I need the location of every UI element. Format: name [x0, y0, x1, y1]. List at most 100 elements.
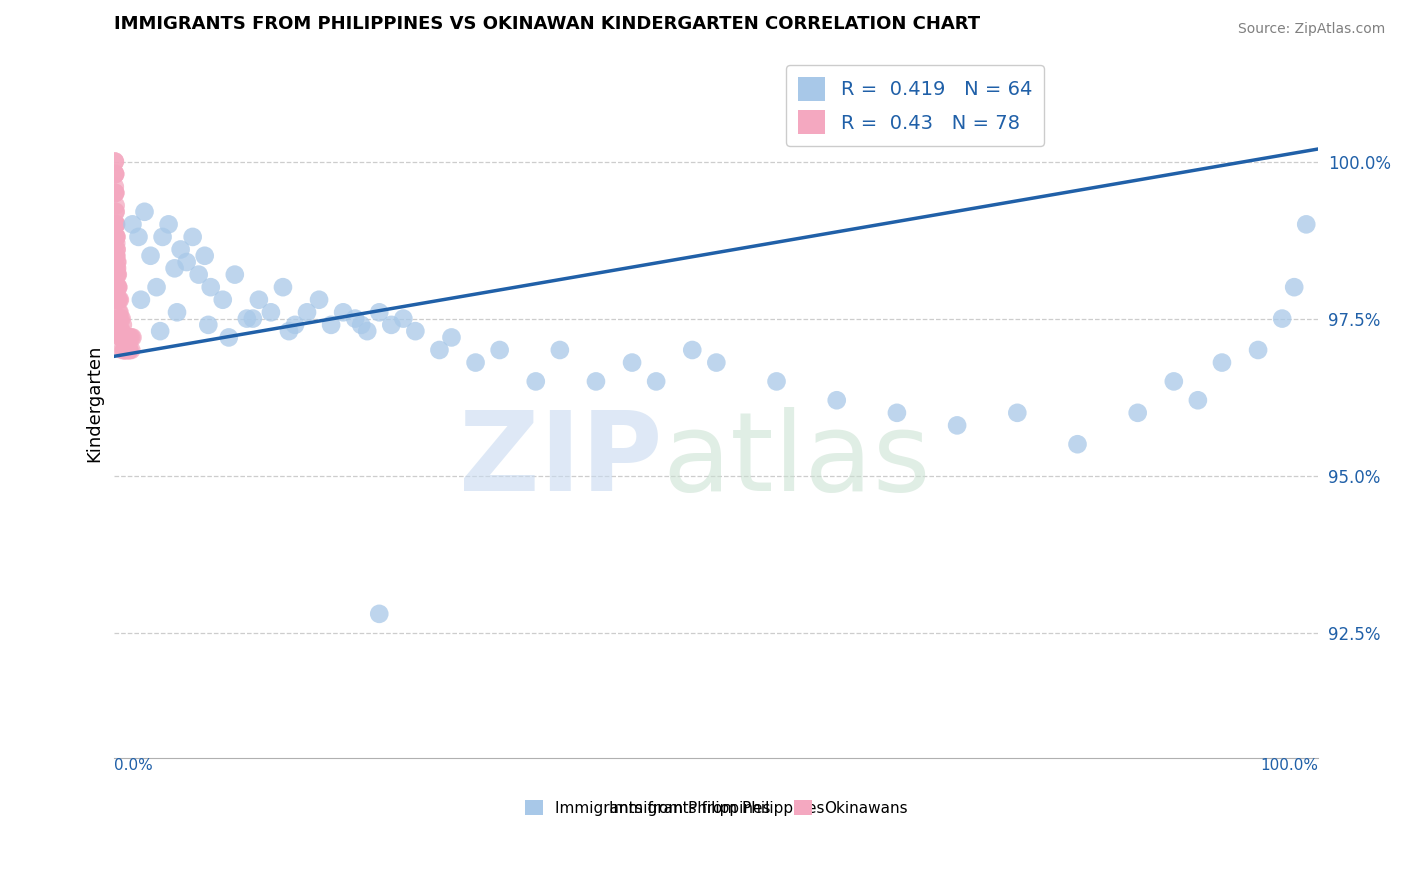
- Point: [224, 268, 246, 282]
- Point: [350, 318, 373, 332]
- Point: [1007, 406, 1029, 420]
- Point: [108, 311, 131, 326]
- Point: [1187, 393, 1209, 408]
- Point: [104, 167, 127, 181]
- Point: [163, 261, 186, 276]
- Point: [107, 268, 129, 282]
- Point: [120, 330, 142, 344]
- Point: [104, 204, 127, 219]
- Point: [139, 249, 162, 263]
- Point: [110, 324, 132, 338]
- Point: [105, 261, 128, 276]
- Point: [105, 243, 128, 257]
- Point: [115, 343, 138, 357]
- Point: [111, 318, 134, 332]
- Point: [129, 293, 152, 307]
- Point: [380, 318, 402, 332]
- Point: [118, 343, 141, 357]
- Point: [825, 393, 848, 408]
- Point: [946, 418, 969, 433]
- Point: [1295, 218, 1317, 232]
- Point: [105, 268, 128, 282]
- Point: [548, 343, 571, 357]
- Y-axis label: Kindergarten: Kindergarten: [86, 344, 103, 462]
- Point: [308, 293, 330, 307]
- Point: [107, 293, 129, 307]
- Text: Immigrants from Philippines: Immigrants from Philippines: [609, 801, 824, 816]
- Point: [105, 218, 128, 232]
- Point: [149, 324, 172, 338]
- Point: [464, 355, 486, 369]
- Point: [524, 375, 547, 389]
- Point: [104, 179, 127, 194]
- Point: [488, 343, 510, 357]
- Point: [200, 280, 222, 294]
- Point: [114, 343, 136, 357]
- Legend: R =  0.419   N = 64, R =  0.43   N = 78: R = 0.419 N = 64, R = 0.43 N = 78: [786, 65, 1043, 145]
- Text: 0.0%: 0.0%: [114, 758, 153, 773]
- Point: [1066, 437, 1088, 451]
- Point: [120, 343, 142, 357]
- Point: [107, 280, 129, 294]
- Point: [247, 293, 270, 307]
- Point: [368, 305, 391, 319]
- Point: [104, 167, 127, 181]
- Point: [108, 293, 131, 307]
- Point: [111, 330, 134, 344]
- Point: [105, 268, 128, 282]
- Point: [319, 318, 342, 332]
- Text: 100.0%: 100.0%: [1260, 758, 1319, 773]
- Point: [295, 305, 318, 319]
- Point: [104, 249, 127, 263]
- Point: [115, 330, 138, 344]
- Point: [1247, 343, 1270, 357]
- Point: [108, 293, 131, 307]
- Point: [187, 268, 209, 282]
- Point: [278, 324, 301, 338]
- Point: [104, 154, 127, 169]
- Point: [112, 343, 135, 357]
- Point: [104, 154, 127, 169]
- Point: [104, 167, 127, 181]
- Point: [105, 255, 128, 269]
- Point: [1282, 280, 1305, 294]
- Text: Source: ZipAtlas.com: Source: ZipAtlas.com: [1237, 22, 1385, 37]
- Text: IMMIGRANTS FROM PHILIPPINES VS OKINAWAN KINDERGARTEN CORRELATION CHART: IMMIGRANTS FROM PHILIPPINES VS OKINAWAN …: [114, 15, 980, 33]
- Point: [107, 280, 129, 294]
- Point: [332, 305, 354, 319]
- Point: [110, 330, 132, 344]
- Point: [115, 330, 138, 344]
- Point: [194, 249, 217, 263]
- Point: [344, 311, 367, 326]
- Point: [218, 330, 240, 344]
- Point: [104, 249, 127, 263]
- Point: [115, 330, 138, 344]
- Point: [107, 311, 129, 326]
- Point: [392, 311, 415, 326]
- Point: [115, 343, 138, 357]
- Point: [242, 311, 264, 326]
- Point: [105, 236, 128, 251]
- Point: [271, 280, 294, 294]
- Point: [104, 204, 127, 219]
- Point: [104, 230, 127, 244]
- Point: [104, 198, 127, 212]
- Point: [107, 305, 129, 319]
- Point: [404, 324, 426, 338]
- Point: [114, 330, 136, 344]
- Point: [120, 330, 142, 344]
- Point: [621, 355, 644, 369]
- Point: [236, 311, 259, 326]
- Point: [107, 293, 129, 307]
- Point: [1211, 355, 1233, 369]
- Point: [104, 186, 127, 200]
- Point: [429, 343, 451, 357]
- Point: [111, 311, 134, 326]
- Point: [181, 230, 204, 244]
- Point: [104, 186, 127, 200]
- Point: [645, 375, 668, 389]
- Point: [112, 330, 135, 344]
- Point: [166, 305, 188, 319]
- Point: [107, 293, 129, 307]
- Point: [117, 330, 139, 344]
